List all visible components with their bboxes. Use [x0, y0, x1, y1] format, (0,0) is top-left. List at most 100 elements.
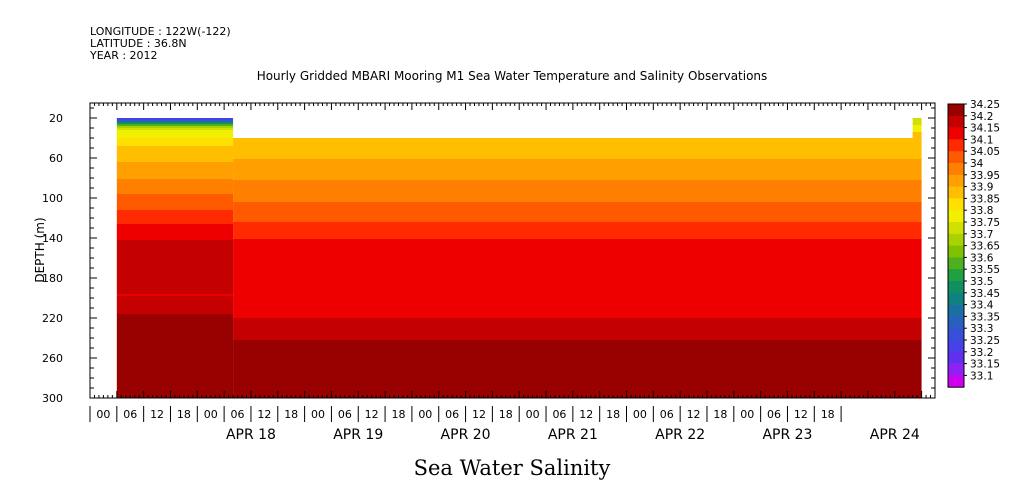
- legend-label: 33.8: [970, 205, 993, 217]
- legend-swatch: [948, 174, 964, 187]
- x-date-label: APR 19: [333, 427, 383, 443]
- legend-swatch: [948, 351, 964, 364]
- legend-swatch: [948, 316, 964, 329]
- y-tick-label: 100: [42, 192, 63, 205]
- legend-swatch: [948, 328, 964, 341]
- x-date-label: APR 20: [441, 427, 491, 443]
- legend-label: 33.95: [970, 170, 1000, 182]
- x-hour-label: 00: [633, 408, 647, 421]
- legend-swatch: [948, 304, 964, 317]
- legend-label: 33.9: [970, 182, 993, 194]
- legend-swatch: [948, 127, 964, 140]
- x-hour-label: 18: [284, 408, 298, 421]
- legend-label: 33.35: [970, 311, 1000, 323]
- legend-swatch: [948, 269, 964, 282]
- salinity-cell: [116, 118, 234, 120]
- salinity-cell: [233, 318, 922, 340]
- salinity-cell: [116, 130, 234, 134]
- y-tick-label: 260: [42, 352, 63, 365]
- salinity-cell: [233, 159, 922, 180]
- x-hour-label: 06: [552, 408, 566, 421]
- legend-swatch: [948, 186, 964, 199]
- legend-label: 33.15: [970, 359, 1000, 371]
- y-tick-label: 220: [42, 312, 63, 325]
- x-hour-label: 12: [579, 408, 593, 421]
- x-hour-label: 12: [257, 408, 271, 421]
- legend-label: 34.05: [970, 146, 1000, 158]
- legend-swatch: [948, 375, 964, 388]
- legend-label: 33.7: [970, 229, 993, 241]
- x-hour-label: 18: [499, 408, 513, 421]
- x-hour-label: 18: [713, 408, 727, 421]
- x-date-label: APR 24: [870, 427, 920, 443]
- salinity-cell: [116, 240, 234, 294]
- legend-label: 33.55: [970, 264, 1000, 276]
- salinity-cell: [116, 162, 234, 179]
- y-tick-label: 140: [42, 232, 63, 245]
- x-axis: 00 06 12 18 00 06 12 18 00 06 12 18 00 06 12 18 00 06 12 18…: [89, 103, 932, 443]
- salinity-cell: [116, 122, 234, 124]
- color-legend: 34.2534.234.1534.134.053433.9533.933.853…: [947, 99, 1000, 388]
- y-axis: 20 60 100 140 180 220 260 300: [42, 107, 935, 405]
- longitude-label: LONGITUDE : 122W(-122): [90, 25, 231, 38]
- x-date-label: APR 22: [655, 427, 705, 443]
- x-hour-label: 12: [365, 408, 379, 421]
- legend-label: 34: [970, 158, 984, 170]
- legend-label: 33.6: [970, 252, 994, 264]
- x-hour-label: 12: [472, 408, 486, 421]
- x-hour-label: 00: [526, 408, 540, 421]
- legend-label: 33.4: [970, 300, 994, 312]
- salinity-cell: [116, 378, 234, 398]
- x-hour-label: 06: [767, 408, 781, 421]
- legend-label: 33.45: [970, 288, 1000, 300]
- y-tick-label: 180: [42, 272, 63, 285]
- x-hour-label: 12: [687, 408, 701, 421]
- x-hour-label: 00: [418, 408, 432, 421]
- x-hour-label: 00: [311, 408, 325, 421]
- salinity-cell: [116, 128, 234, 130]
- salinity-cell: [116, 194, 234, 210]
- x-hour-label: 00: [204, 408, 218, 421]
- legend-label: 33.75: [970, 217, 1000, 229]
- plot-frame: [89, 102, 936, 399]
- salinity-cell: [233, 138, 922, 159]
- legend-swatch: [948, 292, 964, 305]
- legend-label: 33.3: [970, 323, 993, 335]
- y-tick-label: 300: [42, 392, 63, 405]
- legend-label: 33.65: [970, 241, 1000, 253]
- salinity-cell: [116, 314, 234, 330]
- legend-swatch: [948, 222, 964, 235]
- x-hour-label: 00: [740, 408, 754, 421]
- x-date-label: APR 18: [226, 427, 276, 443]
- x-hour-label: 18: [606, 408, 620, 421]
- salinity-cell: [233, 222, 922, 239]
- salinity-cell: [116, 330, 234, 378]
- x-hour-label: 06: [445, 408, 459, 421]
- x-date-label: APR 21: [548, 427, 598, 443]
- salinity-cell: [174, 134, 234, 138]
- x-hour-label: 06: [338, 408, 352, 421]
- salinity-cell: [116, 138, 234, 146]
- legend-swatch: [948, 151, 964, 164]
- salinity-cell: [116, 210, 234, 224]
- legend-swatch: [948, 210, 964, 223]
- legend-swatch: [948, 198, 964, 211]
- latitude-label: LATITUDE : 36.8N: [90, 37, 187, 50]
- salinity-cell: [233, 239, 922, 318]
- x-hour-label: 06: [123, 408, 137, 421]
- legend-swatch: [948, 281, 964, 294]
- y-axis-label: DEPTH (m): [33, 217, 47, 282]
- x-hour-label: 18: [391, 408, 405, 421]
- x-date-label: APR 23: [762, 427, 812, 443]
- legend-label: 33.2: [970, 347, 993, 359]
- legend-swatch: [948, 115, 964, 128]
- legend-label: 34.25: [970, 99, 1000, 111]
- salinity-cell: [116, 179, 234, 194]
- x-hour-label: 06: [660, 408, 674, 421]
- salinity-cell: [233, 202, 922, 222]
- legend-swatch: [948, 257, 964, 270]
- x-hour-label: 18: [821, 408, 835, 421]
- legend-label: 34.2: [970, 111, 993, 123]
- salinity-cell: [116, 146, 234, 162]
